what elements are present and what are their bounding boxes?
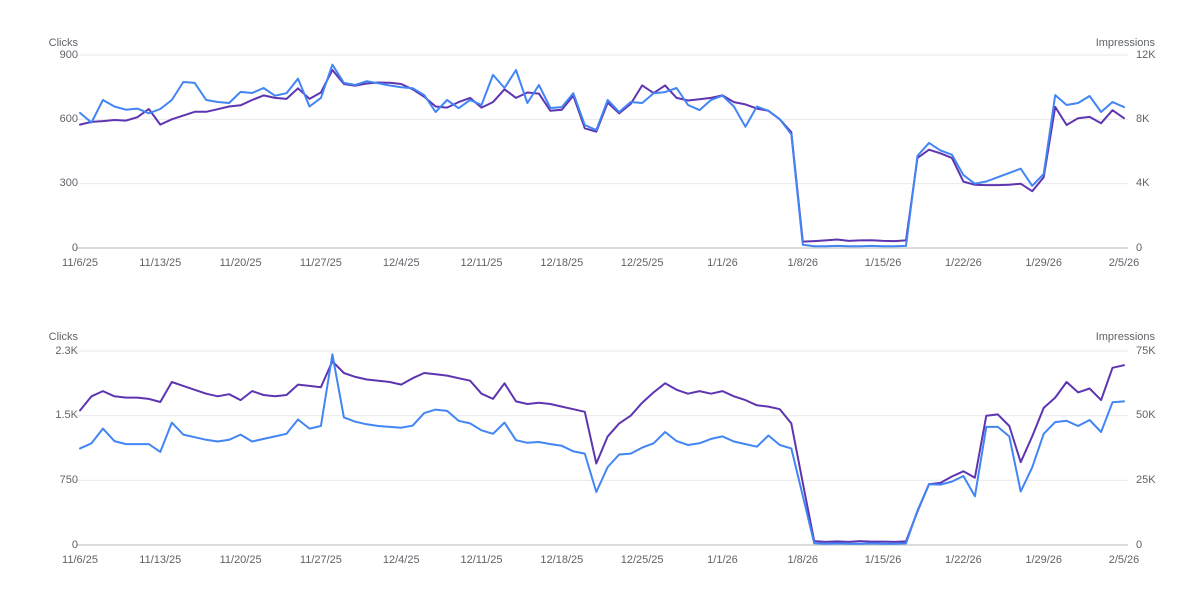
- x-axis-date-label: 1/1/26: [707, 257, 738, 269]
- y-axis-tick-label-left: 750: [59, 473, 78, 486]
- x-axis-date-label: 1/1/26: [707, 554, 738, 566]
- x-axis-date-label: 1/29/26: [1025, 554, 1063, 566]
- chart1-impressions-axis-title: Impressions: [1095, 37, 1155, 49]
- x-axis-date-label: 1/15/26: [864, 554, 902, 566]
- x-axis-date-label: 11/20/25: [219, 554, 262, 566]
- x-axis-date-label: 12/11/25: [460, 257, 503, 269]
- y-axis-tick-label-left: 600: [59, 112, 78, 125]
- x-axis-date-label: 12/25/25: [620, 257, 664, 269]
- x-axis-date-label: 1/15/26: [864, 257, 902, 269]
- x-axis-date-label: 1/22/26: [945, 257, 982, 269]
- clicks-series-line-chart1[interactable]: [79, 63, 1125, 248]
- y-axis-tick-label-right: 12K: [1136, 48, 1156, 61]
- y-axis-tick-label-right: 75K: [1136, 344, 1156, 357]
- x-axis-date-label: 12/25/25: [620, 554, 664, 566]
- x-axis-date-label: 11/13/25: [139, 257, 182, 269]
- x-axis-date-label: 11/20/25: [219, 257, 262, 269]
- x-axis-date-label: 2/5/26: [1108, 257, 1140, 269]
- y-axis-tick-label-left: 0: [71, 538, 78, 551]
- y-axis-tick-label-left: 2.3K: [55, 344, 78, 357]
- y-axis-tick-label-left: 1.5K: [55, 409, 78, 422]
- y-axis-tick-label-right: 4K: [1136, 177, 1150, 190]
- y-axis-tick-label-right: 0: [1136, 538, 1143, 551]
- chart2-impressions-axis-title: Impressions: [1095, 331, 1155, 343]
- x-axis-date-label: 11/6/25: [62, 554, 98, 566]
- y-axis-tick-label-right: 25K: [1136, 473, 1156, 486]
- x-axis-date-label: 12/4/25: [382, 554, 420, 566]
- y-axis-tick-label-left: 900: [59, 48, 78, 61]
- x-axis-date-label: 2/5/26: [1108, 554, 1140, 566]
- x-axis-date-label: 12/11/25: [460, 554, 503, 566]
- chart1-clicks-axis-title: Clicks: [48, 37, 78, 49]
- x-axis-date-label: 1/8/26: [787, 554, 819, 566]
- y-axis-tick-label-left: 0: [71, 241, 78, 254]
- x-axis-date-label: 12/18/25: [540, 554, 584, 566]
- x-axis-date-label: 1/8/26: [787, 257, 819, 269]
- y-axis-tick-label-left: 300: [59, 177, 78, 190]
- y-axis-tick-label-right: 0: [1136, 241, 1143, 254]
- x-axis-date-label: 1/29/26: [1025, 257, 1063, 269]
- x-axis-date-label: 11/27/25: [299, 257, 342, 269]
- x-axis-date-label: 11/27/25: [299, 554, 342, 566]
- chart2-clicks-axis-title: Clicks: [48, 331, 78, 343]
- y-axis-tick-label-right: 8K: [1136, 112, 1150, 125]
- x-axis-date-label: 11/13/25: [139, 554, 182, 566]
- x-axis-date-label: 12/18/25: [540, 257, 584, 269]
- clicks-series-line-chart2[interactable]: [79, 353, 1125, 545]
- x-axis-date-label: 12/4/25: [382, 257, 420, 269]
- y-axis-tick-label-right: 50K: [1136, 409, 1156, 422]
- impressions-series-line-chart2[interactable]: [79, 360, 1125, 543]
- x-axis-date-label: 1/22/26: [945, 554, 982, 566]
- x-axis-date-label: 11/6/25: [62, 257, 98, 269]
